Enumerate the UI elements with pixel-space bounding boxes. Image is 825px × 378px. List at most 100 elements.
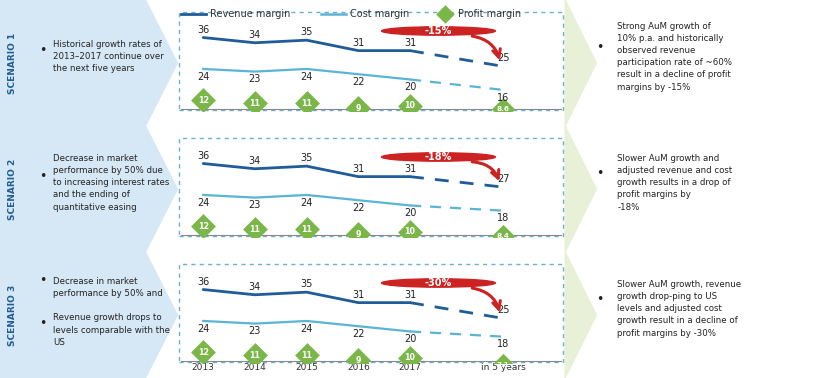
Text: 25: 25: [497, 305, 509, 316]
Text: 31: 31: [404, 38, 416, 48]
Polygon shape: [0, 252, 177, 378]
Point: [403, 229, 417, 235]
Text: Revenue growth drops to
levels comparable with the
US: Revenue growth drops to levels comparabl…: [53, 313, 170, 347]
Point: [196, 223, 210, 229]
Text: 31: 31: [352, 38, 365, 48]
Polygon shape: [0, 126, 177, 252]
Text: 34: 34: [249, 156, 261, 166]
Text: 27: 27: [497, 174, 509, 184]
Polygon shape: [565, 126, 596, 252]
Text: •: •: [596, 41, 604, 54]
Text: 16: 16: [497, 93, 509, 102]
Point: [497, 106, 510, 112]
Text: 36: 36: [197, 25, 210, 35]
Point: [248, 226, 262, 232]
Text: Decrease in market
performance by 50% due
to increasing interest rates
and the e: Decrease in market performance by 50% du…: [53, 154, 170, 212]
Text: 2015: 2015: [295, 363, 318, 372]
Text: 31: 31: [352, 164, 365, 174]
Text: -18%: -18%: [425, 152, 452, 162]
Text: 36: 36: [197, 277, 210, 287]
Text: Revenue margin: Revenue margin: [210, 9, 290, 19]
Point: [403, 102, 417, 108]
Text: 34: 34: [249, 30, 261, 40]
Point: [351, 231, 365, 237]
Text: in 5 years: in 5 years: [481, 363, 526, 372]
Text: 18: 18: [497, 213, 509, 223]
Text: 24: 24: [197, 324, 210, 334]
Text: Slower AuM growth and
adjusted revenue and cost
growth results in a drop of
prof: Slower AuM growth and adjusted revenue a…: [617, 154, 733, 212]
Text: 12: 12: [198, 348, 209, 357]
Text: 24: 24: [197, 198, 210, 208]
Text: 20: 20: [404, 208, 416, 218]
Text: 2016: 2016: [346, 363, 370, 372]
Text: 11: 11: [301, 225, 312, 234]
Text: 24: 24: [197, 71, 210, 82]
Text: 34: 34: [249, 282, 261, 292]
Text: 9: 9: [356, 104, 361, 113]
Text: 10: 10: [404, 227, 416, 236]
Point: [300, 352, 314, 358]
Text: 22: 22: [352, 203, 365, 213]
Text: 12: 12: [198, 96, 209, 105]
Text: 9: 9: [356, 230, 361, 239]
Text: 10: 10: [404, 353, 416, 362]
Polygon shape: [0, 0, 177, 126]
Text: 31: 31: [352, 290, 365, 300]
Text: 7.1: 7.1: [497, 362, 510, 368]
Text: 2014: 2014: [243, 363, 266, 372]
Text: •: •: [596, 167, 604, 180]
Text: 9: 9: [356, 356, 361, 365]
Text: SCENARIO 3: SCENARIO 3: [8, 284, 17, 345]
Text: Strong AuM growth of
10% p.a. and historically
observed revenue
participation ra: Strong AuM growth of 10% p.a. and histor…: [617, 22, 732, 91]
Text: 11: 11: [249, 99, 261, 107]
Text: 23: 23: [249, 74, 261, 84]
Text: 22: 22: [352, 329, 365, 339]
Text: 20: 20: [404, 82, 416, 92]
Point: [497, 233, 510, 239]
Text: •: •: [596, 293, 604, 307]
Text: 24: 24: [300, 324, 313, 334]
Text: 25: 25: [497, 53, 509, 64]
Point: [351, 357, 365, 363]
Point: [196, 349, 210, 355]
Ellipse shape: [382, 153, 495, 161]
Text: 35: 35: [300, 27, 313, 37]
Text: Cost margin: Cost margin: [350, 9, 409, 19]
Text: 8.6: 8.6: [497, 106, 510, 112]
Point: [438, 11, 451, 17]
Point: [196, 98, 210, 104]
Text: 8.4: 8.4: [497, 233, 510, 239]
Point: [248, 352, 262, 358]
Ellipse shape: [382, 27, 495, 35]
Polygon shape: [565, 0, 596, 126]
Text: 2013: 2013: [191, 363, 214, 372]
Text: 23: 23: [249, 200, 261, 210]
Point: [248, 100, 262, 106]
Text: Historical growth rates of
2013–2017 continue over
the next five years: Historical growth rates of 2013–2017 con…: [53, 40, 164, 73]
Text: 20: 20: [404, 334, 416, 344]
Text: Decrease in market
performance by 50% and: Decrease in market performance by 50% an…: [53, 277, 163, 298]
Text: 10: 10: [404, 101, 416, 110]
Text: 31: 31: [404, 290, 416, 300]
Point: [351, 105, 365, 111]
Text: 11: 11: [249, 225, 261, 234]
Text: 22: 22: [352, 77, 365, 87]
Polygon shape: [565, 252, 596, 378]
Text: 24: 24: [300, 198, 313, 208]
Text: 23: 23: [249, 326, 261, 336]
Text: •: •: [39, 317, 46, 330]
Text: •: •: [39, 44, 46, 57]
Text: 11: 11: [301, 99, 312, 107]
Point: [300, 226, 314, 232]
Point: [497, 362, 510, 368]
Text: •: •: [39, 274, 46, 288]
Text: 24: 24: [300, 71, 313, 82]
Text: SCENARIO 2: SCENARIO 2: [8, 158, 17, 220]
Text: •: •: [39, 170, 46, 183]
Point: [403, 355, 417, 361]
Text: 31: 31: [404, 164, 416, 174]
Ellipse shape: [382, 279, 495, 287]
Text: 12: 12: [198, 222, 209, 231]
Text: -15%: -15%: [425, 26, 452, 36]
Text: 35: 35: [300, 279, 313, 289]
